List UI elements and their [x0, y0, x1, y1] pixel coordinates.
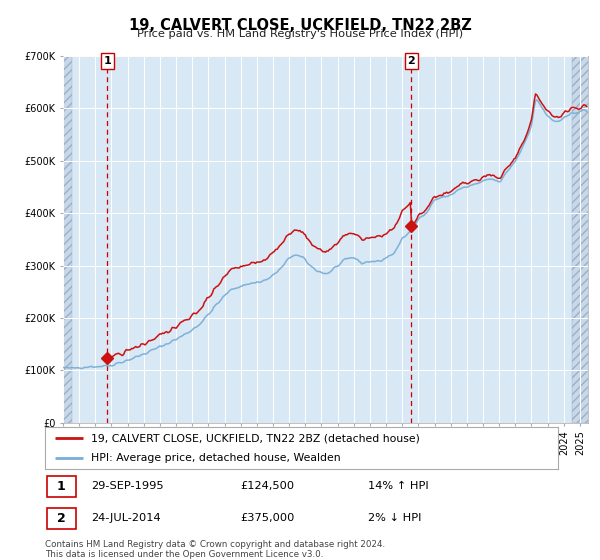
Text: 1: 1 — [57, 480, 66, 493]
Text: 2: 2 — [407, 56, 415, 66]
Text: 24-JUL-2014: 24-JUL-2014 — [91, 514, 161, 524]
FancyBboxPatch shape — [47, 475, 76, 497]
FancyBboxPatch shape — [47, 508, 76, 529]
Text: £124,500: £124,500 — [240, 481, 294, 491]
Text: Price paid vs. HM Land Registry's House Price Index (HPI): Price paid vs. HM Land Registry's House … — [137, 29, 463, 39]
Bar — [63, 56, 72, 423]
Text: 19, CALVERT CLOSE, UCKFIELD, TN22 2BZ: 19, CALVERT CLOSE, UCKFIELD, TN22 2BZ — [128, 18, 472, 33]
Text: 29-SEP-1995: 29-SEP-1995 — [91, 481, 164, 491]
Bar — [572, 56, 590, 423]
Text: Contains HM Land Registry data © Crown copyright and database right 2024.
This d: Contains HM Land Registry data © Crown c… — [45, 540, 385, 559]
Text: 19, CALVERT CLOSE, UCKFIELD, TN22 2BZ (detached house): 19, CALVERT CLOSE, UCKFIELD, TN22 2BZ (d… — [91, 433, 420, 443]
Text: £375,000: £375,000 — [240, 514, 295, 524]
Text: 1: 1 — [104, 56, 111, 66]
Text: 14% ↑ HPI: 14% ↑ HPI — [368, 481, 429, 491]
Text: 2% ↓ HPI: 2% ↓ HPI — [368, 514, 422, 524]
Text: 2: 2 — [57, 512, 66, 525]
Text: HPI: Average price, detached house, Wealden: HPI: Average price, detached house, Weal… — [91, 453, 341, 463]
